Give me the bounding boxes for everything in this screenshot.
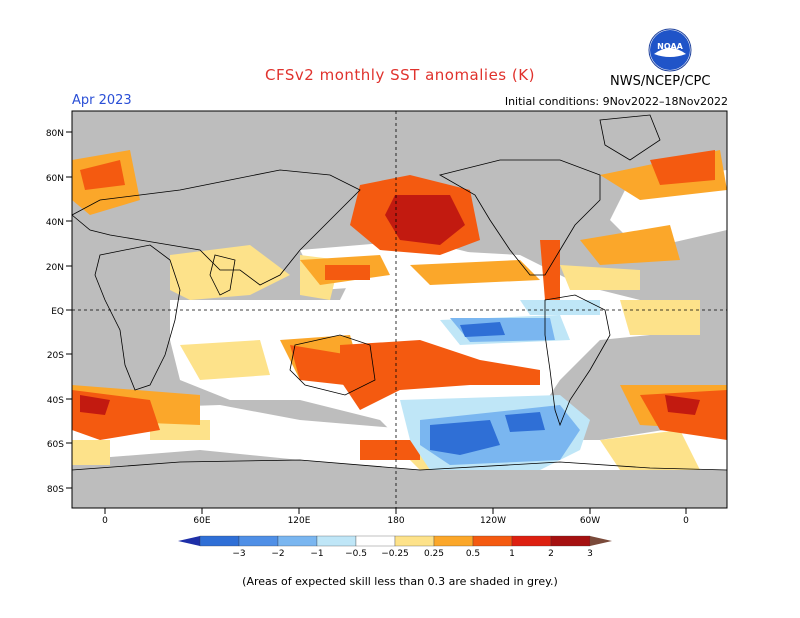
colorbar-high-extension bbox=[590, 536, 612, 546]
colorbar: −3 −2 −1 −0.5 −0.25 0.25 0.5 1 2 3 bbox=[178, 535, 612, 559]
lat-label: 60S bbox=[47, 440, 64, 450]
initial-conditions: Initial conditions: 9Nov2022–18Nov2022 bbox=[504, 95, 728, 108]
latitude-axis: 80N 60N 40N 20N EQ 20S 40S 60S 80S bbox=[46, 129, 72, 495]
colorbar-segment bbox=[199, 535, 240, 547]
lat-label: 80S bbox=[47, 485, 64, 495]
footnote: (Areas of expected skill less than 0.3 a… bbox=[242, 575, 558, 588]
colorbar-segment bbox=[511, 535, 552, 547]
colorbar-tick-label: −1 bbox=[310, 549, 323, 559]
colorbar-tick-label: 3 bbox=[587, 549, 593, 559]
colorbar-segment bbox=[433, 535, 474, 547]
continent-outlines bbox=[71, 114, 728, 471]
lat-label: 40N bbox=[46, 218, 64, 228]
agency-label: NWS/NCEP/CPC bbox=[610, 74, 711, 89]
map-title: CFSv2 monthly SST anomalies (K) bbox=[265, 66, 535, 84]
lon-label: 0 bbox=[102, 516, 108, 526]
lat-label: 40S bbox=[47, 396, 64, 406]
lon-label: 120W bbox=[480, 516, 506, 526]
lon-label: 0 bbox=[683, 516, 689, 526]
lat-label: EQ bbox=[51, 307, 64, 317]
colorbar-segment bbox=[316, 535, 357, 547]
lon-label: 120E bbox=[288, 516, 311, 526]
colorbar-low-extension bbox=[178, 536, 200, 546]
forecast-period: Apr 2023 bbox=[72, 93, 132, 108]
colorbar-segment bbox=[394, 535, 435, 547]
colorbar-tick-label: 2 bbox=[548, 549, 554, 559]
colorbar-segment bbox=[550, 535, 591, 547]
colorbar-segment bbox=[355, 535, 396, 547]
lat-label: 20N bbox=[46, 263, 64, 273]
colorbar-tick-label: −0.25 bbox=[381, 549, 409, 559]
colorbar-segment bbox=[472, 535, 513, 547]
anomaly-yellow bbox=[72, 245, 700, 470]
noaa-logo: NOAA bbox=[648, 28, 692, 72]
longitude-axis: 0 60E 120E 180 120W 60W 0 bbox=[102, 508, 689, 526]
svg-text:NOAA: NOAA bbox=[657, 42, 683, 51]
colorbar-tick-label: −2 bbox=[271, 549, 284, 559]
lat-label: 20S bbox=[47, 351, 64, 361]
colorbar-tick-label: −0.5 bbox=[345, 549, 367, 559]
colorbar-tick-label: −3 bbox=[232, 549, 245, 559]
colorbar-tick-label: 1 bbox=[509, 549, 515, 559]
lat-label: 80N bbox=[46, 129, 64, 139]
lon-label: 180 bbox=[387, 516, 404, 526]
colorbar-segment bbox=[277, 535, 318, 547]
lon-label: 60E bbox=[193, 516, 210, 526]
lon-label: 60W bbox=[580, 516, 600, 526]
anomaly-darkblue bbox=[430, 322, 545, 455]
lat-label: 60N bbox=[46, 174, 64, 184]
colorbar-tick-label: 0.25 bbox=[424, 549, 444, 559]
anomaly-darkred bbox=[80, 195, 700, 415]
colorbar-tick-label: 0.5 bbox=[466, 549, 480, 559]
colorbar-segment bbox=[238, 535, 279, 547]
